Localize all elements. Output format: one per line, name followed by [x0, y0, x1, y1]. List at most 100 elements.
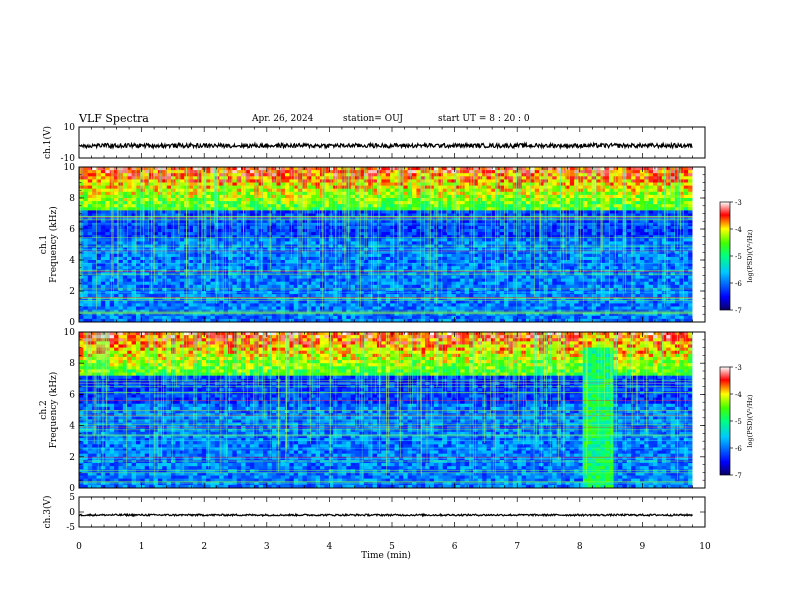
- spectrogram-cell: [442, 179, 448, 183]
- spectrogram-cell: [381, 191, 387, 196]
- spectrogram-cell: [604, 222, 610, 227]
- spectrogram-cell: [280, 198, 286, 202]
- spectrogram-cell: [162, 269, 168, 273]
- spectrogram-cell: [455, 201, 461, 205]
- spectrogram-cell: [578, 263, 584, 267]
- spectrogram-cell: [679, 232, 685, 236]
- spectrogram-cell: [276, 219, 281, 224]
- spectrogram-cell: [455, 241, 461, 245]
- spectrogram-cell: [192, 229, 198, 233]
- spectrogram-cell: [648, 188, 654, 193]
- spectrogram-cell: [100, 256, 106, 261]
- spectrogram-cell: [447, 250, 452, 255]
- spectrogram-cell: [609, 256, 614, 261]
- spectrogram-cell: [131, 241, 137, 245]
- spectrogram-cell: [350, 188, 356, 193]
- spectrogram-cell: [455, 182, 461, 186]
- spectrogram-cell: [135, 235, 141, 239]
- spectrogram-cell: [635, 235, 641, 239]
- spectrogram-cell: [653, 235, 658, 239]
- spectrogram-cell: [534, 167, 540, 171]
- spectrogram-cell: [653, 207, 658, 211]
- spectrogram-cell: [622, 266, 628, 270]
- spectrogram-cell: [403, 207, 409, 211]
- spectrogram-cell: [135, 173, 141, 177]
- spectrogram-cell: [324, 253, 330, 258]
- spectrogram-cell: [403, 167, 409, 171]
- spectrogram-cell: [574, 222, 579, 227]
- spectrogram-cell: [92, 229, 97, 233]
- spectrogram-cell: [92, 222, 97, 227]
- spectrogram-cell: [653, 263, 658, 267]
- spectrogram-cell: [306, 185, 312, 190]
- spectrogram-cell: [140, 275, 146, 279]
- spectrogram-cell: [412, 210, 417, 214]
- spectrogram-cell: [486, 179, 492, 183]
- spectrogram-cell: [83, 188, 89, 193]
- spectrogram-cell: [644, 191, 650, 196]
- spectrogram-cell: [96, 275, 102, 279]
- spectrogram-cell: [96, 176, 102, 180]
- spectrogram-cell: [263, 256, 268, 261]
- spectrogram-cell: [617, 216, 623, 221]
- spectrogram-cell: [455, 260, 461, 264]
- spectrogram-cell: [223, 222, 229, 227]
- spectrogram-cell: [87, 238, 93, 242]
- spectrogram-cell: [131, 207, 137, 211]
- spectrogram-cell: [670, 232, 676, 236]
- spectrogram-cell: [192, 194, 198, 199]
- spectrogram-cell: [596, 222, 601, 227]
- spectrogram-cell: [135, 185, 141, 190]
- spectrogram-cell: [122, 225, 128, 230]
- spectrogram-cell: [276, 176, 281, 180]
- spectrogram-cell: [578, 173, 584, 177]
- spectrogram-cell: [569, 179, 575, 183]
- spectrogram-cell: [631, 253, 636, 258]
- spectrogram-cell: [171, 269, 176, 273]
- spectrogram-cell: [232, 170, 238, 174]
- spectrogram-cell: [609, 250, 614, 255]
- spectrogram-cell: [644, 232, 650, 236]
- spectrogram-cell: [482, 241, 487, 245]
- spectrogram-cell: [451, 222, 457, 227]
- spectrogram-cell: [276, 198, 281, 202]
- spectrogram-cell: [232, 198, 238, 202]
- spectrogram-cell: [464, 269, 470, 273]
- spectrogram-cell: [385, 266, 391, 270]
- spectrogram-cell: [359, 238, 365, 242]
- spectrogram-cell: [596, 173, 601, 177]
- spectrogram-cell: [276, 253, 281, 258]
- spectrogram-cell: [122, 253, 128, 258]
- spectrogram-cell: [674, 266, 680, 270]
- spectrogram-cell: [648, 204, 654, 208]
- spectrogram-cell: [688, 201, 693, 205]
- spectrogram-cell: [442, 182, 448, 186]
- spectrogram-cell: [617, 173, 623, 177]
- spectrogram-cell: [280, 170, 286, 174]
- spectrogram-cell: [574, 250, 579, 255]
- spectrogram-cell: [232, 235, 238, 239]
- spectrogram-cell: [683, 198, 689, 202]
- spectrogram-cell: [635, 266, 641, 270]
- spectrogram-cell: [276, 213, 281, 217]
- spectrogram-cell: [118, 247, 124, 252]
- spectrogram-cell: [372, 191, 378, 196]
- spectrogram-cell: [403, 198, 409, 202]
- spectrogram-cell: [359, 188, 365, 193]
- spectrogram-cell: [232, 188, 238, 193]
- spectrogram-cell: [390, 260, 395, 264]
- spectrogram-cell: [609, 229, 614, 233]
- spectrogram-cell: [539, 185, 544, 190]
- spectrogram-cell: [79, 185, 84, 190]
- spectrogram-cell: [631, 256, 636, 261]
- spectrogram-cell: [271, 269, 277, 273]
- spectrogram-cell: [639, 182, 645, 186]
- spectrogram-cell: [438, 256, 444, 261]
- spectrogram-cell: [683, 191, 689, 196]
- spectrogram-cell: [578, 225, 584, 230]
- spectrogram-cell: [490, 213, 496, 217]
- spectrogram-cell: [188, 232, 194, 236]
- spectrogram-cell: [298, 238, 303, 242]
- spectrogram-cell: [635, 222, 641, 227]
- spectrogram-cell: [337, 194, 343, 199]
